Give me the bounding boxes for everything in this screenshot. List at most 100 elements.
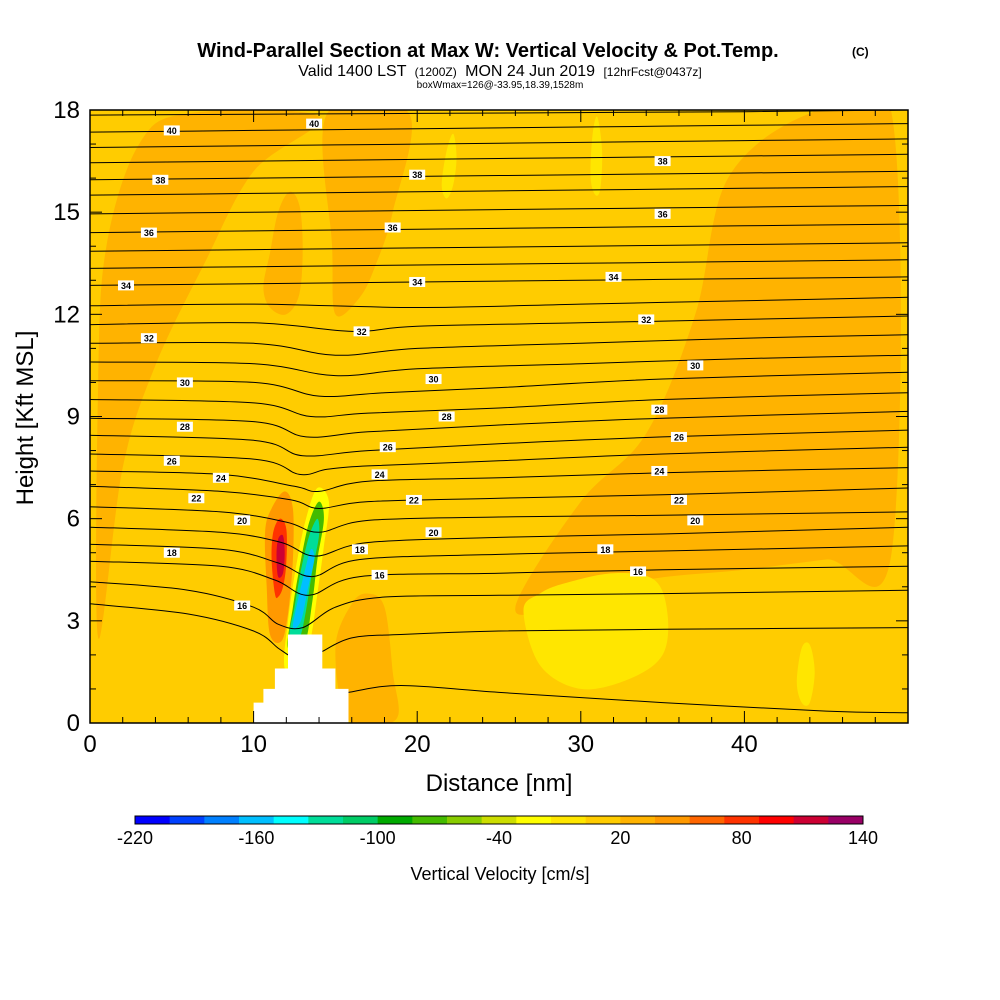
theta-label-bg-12-2 (638, 314, 655, 325)
theta-label-19-0: 26 (167, 456, 177, 466)
theta-contour-28 (322, 627, 908, 652)
theta-label-4-0: 38 (155, 175, 165, 185)
w-region-updraft-core-upper (263, 191, 303, 315)
theta-label-20-2: 24 (654, 466, 664, 476)
theta-label-25-1: 16 (633, 567, 643, 577)
theta-label-bg-25-0 (371, 569, 388, 580)
theta-contour-12 (90, 315, 908, 332)
theta-contour-17 (90, 410, 908, 438)
theta-label-bg-22-1 (425, 527, 442, 538)
colorbar-swatch-18 (759, 816, 795, 824)
theta-label-bg-19-1 (379, 442, 396, 453)
copyright-mark: (C) (852, 45, 869, 59)
y-tick-label-6: 6 (67, 506, 80, 533)
theta-contour-18 (90, 429, 908, 457)
theta-contour-14 (90, 354, 908, 377)
theta-label-bg-25-1 (630, 566, 647, 577)
chart-title: Wind-Parallel Section at Max W: Vertical… (197, 40, 778, 62)
y-tick-label-9: 9 (67, 404, 80, 431)
theta-contour-0 (90, 110, 908, 116)
theta-contour-21 (90, 485, 908, 510)
theta-label-bg-7-2 (654, 208, 671, 219)
colorbar-swatch-7 (377, 816, 413, 824)
forecast-info: [12hrFcst@0437z] (603, 65, 701, 79)
y-axis-label: Height [Kft MSL] (12, 331, 39, 506)
theta-contour-26 (90, 581, 908, 630)
theta-label-20-1: 24 (375, 470, 385, 480)
theta-label-25-0: 16 (375, 570, 385, 580)
w-region-broad-updraft-right (515, 110, 901, 615)
theta-label-bg-7-0 (140, 227, 157, 238)
colorbar-swatch-11 (516, 816, 552, 824)
x-tick-label-0: 0 (83, 731, 96, 758)
w-region-plume-downdraft-core (292, 548, 315, 629)
theta-label-bg-17-2 (651, 404, 668, 415)
theta-label-bg-24-2 (597, 544, 614, 555)
w-region-updraft-column-mid (322, 110, 412, 317)
theta-label-19-1: 26 (383, 443, 393, 453)
theta-label-bg-20-1 (371, 469, 388, 480)
theta-label-bg-26-0 (234, 600, 251, 611)
theta-label-22-0: 20 (237, 516, 247, 526)
theta-contour-4 (90, 170, 908, 181)
theta-label-7-0: 36 (144, 228, 154, 238)
theta-contour-15 (90, 371, 908, 398)
colorbar-swatch-20 (828, 816, 864, 824)
x-tick-label-40: 40 (731, 731, 758, 758)
theta-contour-23 (90, 526, 908, 557)
theta-contour-2 (90, 138, 908, 148)
w-region-weak-downdraft-far (796, 642, 815, 706)
colorbar-swatch-17 (724, 816, 760, 824)
theta-label-26-0: 16 (237, 601, 247, 611)
w-region-lee-updraft-band (335, 593, 399, 723)
colorbar-swatch-5 (308, 816, 344, 824)
colorbar-frame (134, 815, 864, 825)
colorbar-swatch-13 (585, 816, 621, 824)
x-axis-label: Distance [nm] (426, 770, 573, 797)
w-region-broad-updraft-left (96, 110, 321, 639)
theta-contour-6 (90, 204, 908, 215)
plot-area: 40 40 38 38 38 36 36 36 34 34 34 32 32 32 30 30 30 28 28 28… (90, 110, 908, 723)
theta-contour-9 (90, 259, 908, 269)
box-info: boxWmax=126@-33.95,18.39,1528m (417, 80, 584, 91)
theta-contour-5 (90, 186, 908, 196)
theta-label-bg-20-2 (651, 465, 668, 476)
theta-label-bg-4-1 (409, 169, 426, 180)
w-region-plume-updraft-max (276, 534, 285, 578)
theta-label-24-1: 18 (355, 545, 365, 555)
colorbar-swatch-0 (135, 816, 171, 824)
theta-label-10-2: 34 (609, 272, 619, 282)
theta-label-22-2: 20 (690, 516, 700, 526)
colorbar-swatch-2 (204, 816, 240, 824)
theta-label-15-0: 30 (180, 378, 190, 388)
theta-contour-22 (90, 506, 908, 533)
theta-label-bg-15-1 (425, 374, 442, 385)
theta-label-bg-15-0 (176, 377, 193, 388)
theta-label-21-1: 22 (409, 495, 419, 505)
theta-contours (90, 110, 908, 714)
colorbar-swatch-16 (689, 816, 725, 824)
colorbar-swatch-6 (343, 816, 379, 824)
colorbar-swatch-10 (481, 816, 517, 824)
theta-contour-19 (90, 446, 908, 476)
theta-label-bg-4-2 (654, 156, 671, 167)
theta-label-21-2: 22 (674, 495, 684, 505)
colorbar-swatch-9 (447, 816, 483, 824)
theta-contour-16 (90, 392, 908, 418)
theta-contour-8 (90, 242, 908, 252)
colorbar-swatch-8 (412, 816, 448, 824)
theta-contour-labels: 40 40 38 38 38 36 36 36 34 34 34 32 32 32 30 30 30 28 28 28… (117, 118, 704, 611)
theta-label-17-1: 28 (442, 412, 452, 422)
theta-contour-10 (90, 276, 908, 286)
x-tick-label-30: 30 (567, 731, 594, 758)
theta-label-bg-19-2 (670, 431, 687, 442)
theta-label-bg-10-1 (409, 276, 426, 287)
theta-label-bg-21-2 (670, 494, 687, 505)
theta-label-bg-12-0 (140, 333, 157, 344)
theta-label-12-0: 32 (144, 334, 154, 344)
colorbar-tick-80: 80 (732, 828, 752, 848)
theta-label-15-1: 30 (429, 375, 439, 385)
theta-label-24-0: 18 (167, 548, 177, 558)
theta-contour-3 (90, 153, 908, 164)
